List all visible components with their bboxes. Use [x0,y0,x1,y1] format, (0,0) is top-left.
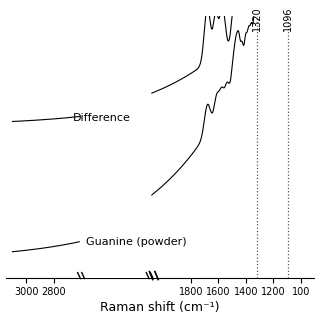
Text: 1320: 1320 [252,6,262,31]
Text: 1096: 1096 [283,6,292,31]
X-axis label: Raman shift (cm⁻¹): Raman shift (cm⁻¹) [100,301,220,315]
Bar [80,0,150,290]
Bar [81,0,150,290]
Text: 1398: 1398 [0,319,1,320]
Text: Guanine (powder): Guanine (powder) [86,237,186,247]
Text: Difference: Difference [73,113,131,123]
